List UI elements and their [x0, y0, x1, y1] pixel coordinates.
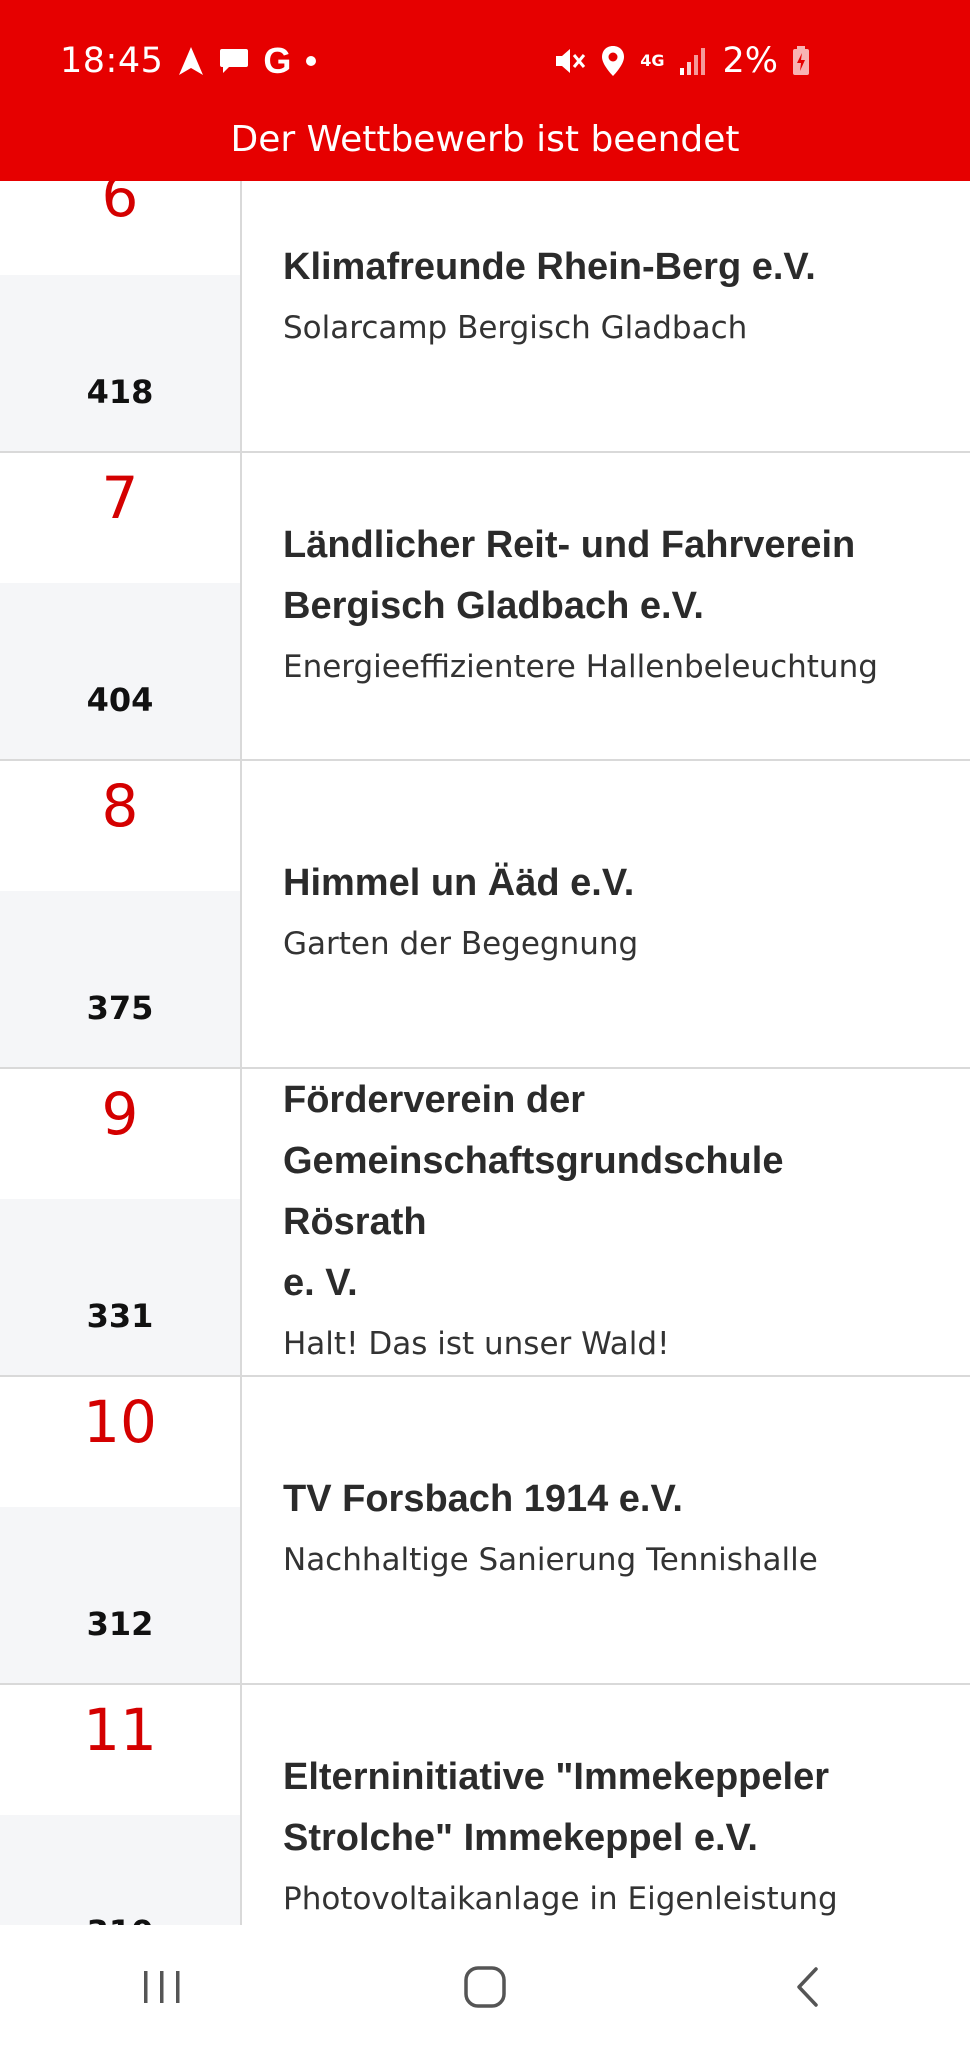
vote-count: 418: [86, 373, 154, 411]
status-right: 4G 2%: [554, 36, 810, 86]
ranking-entry[interactable]: 8 375 Himmel un Ääd e.V. Garten der Bege…: [0, 761, 970, 1069]
vote-count: 312: [86, 1605, 154, 1643]
google-icon: G: [263, 40, 292, 81]
navigation-icon: [177, 46, 205, 76]
rank-number: 11: [83, 1696, 157, 1764]
navigation-bar: [0, 1925, 970, 2048]
ranking-entry[interactable]: 11 310 Elterninitiative "Immekeppeler St…: [0, 1685, 970, 1925]
recent-apps-button[interactable]: [82, 1925, 242, 2048]
project-name: Halt! Das ist unser Wald!: [283, 1325, 670, 1362]
entry-info: Ländlicher Reit- und Fahrverein Bergisch…: [283, 453, 930, 759]
back-button[interactable]: [728, 1925, 888, 2048]
vote-count: 310: [0, 1913, 240, 1925]
votes-box: 404: [0, 583, 240, 759]
votes-box: 375: [0, 891, 240, 1067]
entry-info: Förderverein der Gemeinschaftsgrundschul…: [283, 1069, 930, 1375]
rank-column: 7 404: [0, 453, 242, 759]
project-name: Photovoltaikanlage in Eigenleistung: [283, 1880, 838, 1917]
votes-box: 310: [0, 1815, 240, 1925]
status-left: 18:45 G: [60, 36, 317, 86]
votes-box: 331: [0, 1199, 240, 1375]
home-button[interactable]: [405, 1925, 565, 2048]
project-name: Nachhaltige Sanierung Tennishalle: [283, 1542, 818, 1578]
rank-number: 7: [101, 464, 139, 532]
ranking-entry[interactable]: 10 312 TV Forsbach 1914 e.V. Nachhaltige…: [0, 1377, 970, 1685]
rank-column: 8 375: [0, 761, 242, 1067]
battery-percentage: 2%: [722, 41, 778, 81]
back-icon: [797, 1966, 819, 2007]
organization-name: Förderverein der Gemeinschaftsgrundschul…: [283, 1078, 784, 1304]
organization-name: TV Forsbach 1914 e.V.: [283, 1478, 683, 1520]
status-bar: 18:45 G 4G 2%: [0, 0, 970, 123]
dot-icon: [305, 55, 317, 67]
battery-charging-icon: [792, 46, 810, 76]
vote-count: 331: [86, 1297, 154, 1335]
ranking-list[interactable]: 6 418 Klimafreunde Rhein-Berg e.V. Solar…: [0, 181, 970, 1925]
competition-ended-banner: Der Wettbewerb ist beendet: [0, 108, 970, 181]
signal-icon: [678, 46, 708, 76]
ranking-entry[interactable]: 6 418 Klimafreunde Rhein-Berg e.V. Solar…: [0, 181, 970, 453]
network-type: 4G: [640, 51, 665, 70]
entry-info: TV Forsbach 1914 e.V. Nachhaltige Sanier…: [283, 1377, 930, 1683]
rank-number: 9: [101, 1080, 139, 1148]
rank-column: 11 310: [0, 1685, 242, 1925]
message-icon: [219, 47, 249, 75]
entry-info: Elterninitiative "Immekeppeler Strolche"…: [283, 1685, 930, 1925]
votes-box: 312: [0, 1507, 240, 1683]
ranking-entry[interactable]: 7 404 Ländlicher Reit- und Fahrverein Be…: [0, 453, 970, 761]
votes-box: 418: [0, 275, 240, 451]
organization-name: Ländlicher Reit- und Fahrverein Bergisch…: [283, 523, 856, 627]
recent-apps-icon: [143, 1970, 180, 2003]
rank-number: 8: [101, 772, 139, 840]
organization-name: Elterninitiative "Immekeppeler Strolche"…: [283, 1755, 829, 1859]
home-icon: [464, 1965, 506, 2008]
rank-number: 10: [83, 1388, 157, 1456]
rank-number: 6: [101, 181, 139, 230]
organization-name: Klimafreunde Rhein-Berg e.V.: [283, 246, 816, 288]
mute-icon: [554, 46, 586, 76]
rank-column: 6 418: [0, 181, 242, 451]
project-name: Garten der Begegnung: [283, 926, 639, 962]
rank-column: 9 331: [0, 1069, 242, 1375]
project-name: Energieeffizientere Hallenbeleuchtung: [283, 648, 878, 685]
vote-count: 375: [86, 989, 154, 1027]
entry-info: Klimafreunde Rhein-Berg e.V. Solarcamp B…: [283, 181, 930, 451]
entry-info: Himmel un Ääd e.V. Garten der Begegnung: [283, 761, 930, 1067]
vote-count: 404: [86, 681, 154, 719]
organization-name: Himmel un Ääd e.V.: [283, 862, 635, 904]
rank-column: 10 312: [0, 1377, 242, 1683]
status-time: 18:45: [60, 41, 164, 81]
ranking-entry[interactable]: 9 331 Förderverein der Gemeinschaftsgrun…: [0, 1069, 970, 1377]
location-icon: [600, 45, 626, 77]
project-name: Solarcamp Bergisch Gladbach: [283, 310, 748, 346]
